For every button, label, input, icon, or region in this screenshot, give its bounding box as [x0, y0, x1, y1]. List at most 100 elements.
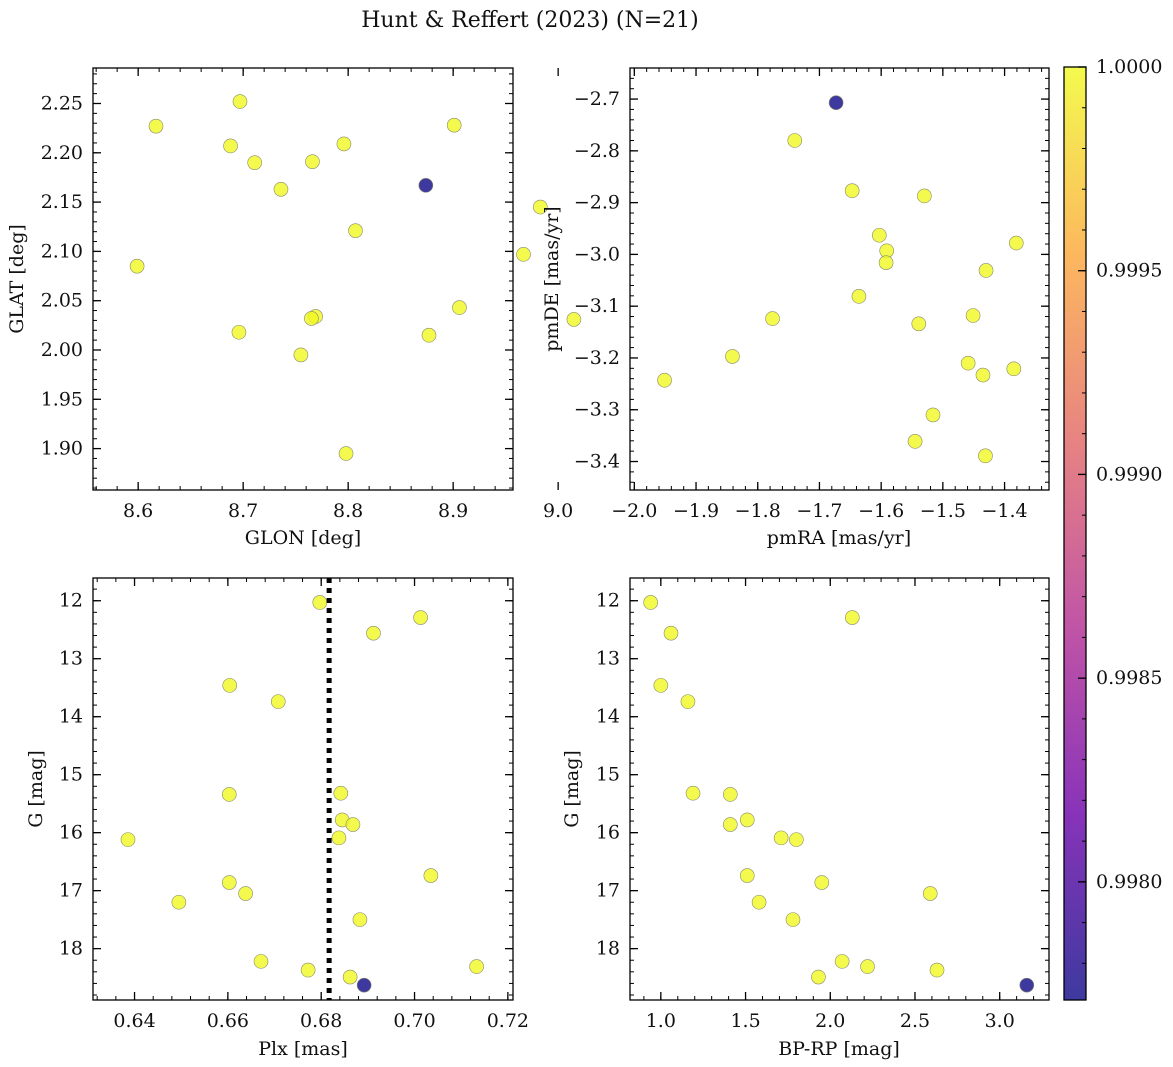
data-point — [725, 349, 740, 364]
data-point — [293, 347, 309, 363]
data-point — [421, 327, 437, 343]
data-point — [148, 118, 164, 134]
x-tick-label: 0.70 — [393, 1010, 435, 1032]
y-axis-label: GLAT [deg] — [6, 224, 28, 334]
data-point — [253, 954, 269, 969]
y-tick-label: 18 — [596, 938, 620, 960]
data-point — [723, 817, 738, 832]
colorbar-tick-label: 1.0000 — [1096, 56, 1162, 78]
x-tick-label: 8.9 — [438, 500, 468, 522]
y-tick-label: 14 — [596, 706, 620, 728]
y-tick-label: −3.4 — [574, 451, 620, 473]
y-tick-label: 2.25 — [41, 92, 83, 114]
data-point — [1019, 977, 1035, 993]
data-point — [851, 289, 867, 304]
y-tick-label: −3.0 — [574, 243, 620, 265]
y-tick-label: 1.95 — [41, 388, 83, 410]
x-tick-label: 0.64 — [113, 1010, 155, 1032]
y-tick-label: −2.8 — [574, 140, 620, 162]
data-point — [1008, 235, 1024, 251]
x-axis-label: pmRA [mas/yr] — [767, 527, 911, 549]
data-point — [336, 136, 352, 152]
panel-glon-glat: 8.6 8.7 8.8 8.9 9.0 1.90 1.95 2.00 2.05 2.10 2.15 2… — [6, 67, 582, 549]
x-tick-label: 2.5 — [900, 1010, 930, 1032]
data-point — [222, 678, 238, 693]
data-point — [171, 894, 187, 910]
data-point — [773, 830, 789, 846]
colorbar: 0.9980 0.9985 0.9990 0.9995 1.0000 — [1063, 56, 1162, 1001]
data-point — [789, 832, 804, 847]
data-point — [834, 954, 850, 969]
y-axis-label: pmDE [mas/yr] — [541, 206, 563, 351]
plot-frame — [92, 67, 514, 491]
data-point — [787, 133, 803, 148]
x-tick-label: −1.9 — [673, 500, 719, 522]
data-point — [907, 434, 923, 449]
y-tick-label: 18 — [59, 938, 83, 960]
data-point — [342, 969, 358, 985]
x-tick-label: 0.68 — [300, 1010, 342, 1032]
data-point — [366, 625, 381, 641]
data-point — [566, 312, 582, 327]
y-tick-label: −2.7 — [574, 88, 620, 110]
data-point — [663, 625, 679, 641]
x-tick-label: 8.6 — [123, 500, 153, 522]
y-tick-label: 2.10 — [41, 240, 83, 262]
y-tick-label: 13 — [596, 648, 620, 670]
plot-frame — [629, 67, 1050, 491]
data-point — [723, 787, 738, 802]
x-tick-label: −2.0 — [611, 500, 657, 522]
data-point — [333, 785, 349, 801]
data-point — [917, 188, 932, 204]
y-tick-label: 17 — [59, 880, 83, 902]
data-point — [221, 787, 237, 802]
data-point — [844, 610, 860, 625]
data-point — [811, 969, 826, 985]
data-point — [765, 311, 780, 326]
y-tick-label: 16 — [59, 822, 83, 844]
data-point — [814, 875, 830, 890]
data-point — [653, 678, 669, 693]
x-tick-label: 8.7 — [228, 500, 258, 522]
data-point — [446, 117, 462, 133]
y-tick-label: 16 — [596, 822, 620, 844]
colorbar-tick-label: 0.9980 — [1096, 871, 1162, 893]
data-point — [978, 263, 994, 278]
data-point — [221, 875, 237, 890]
data-point — [304, 311, 319, 326]
data-point — [828, 95, 844, 110]
panel-plx-g: 0.64 0.66 0.68 0.70 0.72 12 13 14 15 16 17 18 Plx [… — [25, 577, 529, 1060]
data-point — [878, 255, 894, 270]
y-tick-label: 2.15 — [41, 191, 83, 213]
plot-frame — [92, 577, 514, 1001]
data-point — [413, 610, 428, 625]
x-tick-label: 1.0 — [646, 1010, 676, 1032]
data-point — [965, 308, 981, 323]
plot-frame — [629, 577, 1050, 1001]
y-tick-label: 1.90 — [41, 438, 83, 460]
data-point — [231, 324, 247, 340]
data-point — [516, 247, 531, 262]
x-axis-label: BP-RP [mag] — [778, 1038, 900, 1060]
data-point — [331, 830, 347, 846]
data-point — [872, 227, 887, 243]
data-point — [469, 959, 484, 974]
data-point — [929, 962, 945, 978]
data-point — [356, 977, 372, 993]
y-tick-label: 2.05 — [41, 290, 83, 312]
data-point — [452, 300, 467, 315]
y-tick-label: 2.00 — [41, 339, 83, 361]
x-tick-label: −1.5 — [920, 500, 966, 522]
y-tick-label: −3.3 — [574, 399, 620, 421]
data-point — [751, 894, 767, 910]
y-tick-label: 14 — [59, 706, 83, 728]
data-point — [247, 155, 262, 170]
x-tick-label: 1.5 — [730, 1010, 760, 1032]
panel-color-magnitude: 1.0 1.5 2.0 2.5 3.0 12 13 14 15 16 17 18 BP-RP [mag… — [561, 577, 1050, 1060]
data-point — [975, 367, 991, 383]
y-tick-label: 12 — [596, 590, 620, 612]
y-axis-label: G [mag] — [25, 750, 47, 828]
data-point — [300, 962, 316, 978]
data-point — [312, 595, 328, 610]
colorbar-frame — [1063, 66, 1087, 1001]
